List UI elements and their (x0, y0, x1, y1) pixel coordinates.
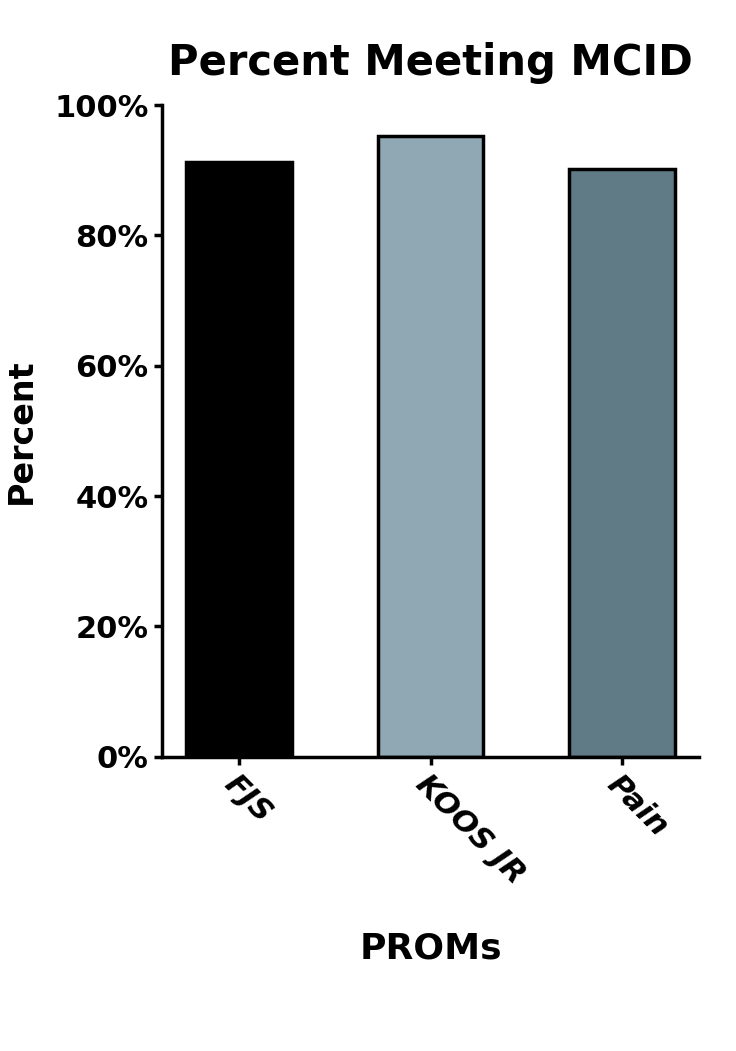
X-axis label: PROMs: PROMs (359, 931, 502, 966)
Y-axis label: Percent: Percent (4, 358, 38, 503)
Bar (570, 169, 675, 757)
Title: Percent Meeting MCID: Percent Meeting MCID (169, 42, 693, 83)
Bar (378, 137, 484, 757)
Bar (186, 163, 291, 757)
